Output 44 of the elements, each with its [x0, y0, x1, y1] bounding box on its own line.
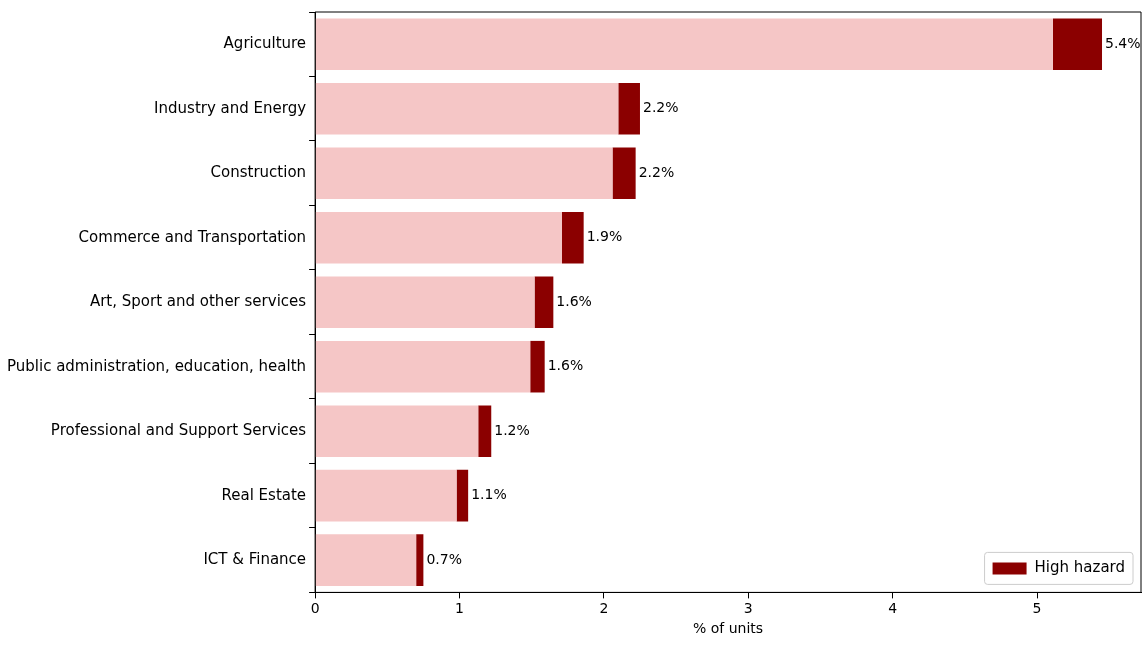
- bar: [618, 82, 640, 135]
- legend-label: High hazard: [1034, 558, 1126, 577]
- y-tick-label: Public administration, education, health: [6, 356, 307, 375]
- bar: [530, 340, 545, 393]
- bar: [416, 534, 424, 586]
- bar: [1052, 18, 1103, 71]
- bar: [315, 276, 535, 328]
- total-label: 1.6%: [547, 357, 584, 374]
- x-axis-title: % of units: [692, 620, 764, 637]
- bar: [315, 469, 457, 522]
- bar: [456, 469, 469, 522]
- bar: [315, 18, 1053, 71]
- x-tick-label: 4: [888, 600, 898, 617]
- bar: [315, 82, 619, 135]
- total-label: 0.7%: [426, 550, 462, 567]
- total-label: 1.1%: [471, 486, 507, 503]
- total-label: 1.2%: [494, 421, 530, 438]
- y-tick-label: Agriculture: [223, 34, 307, 53]
- bar: [315, 211, 562, 264]
- x-tick-label: 1: [455, 600, 464, 617]
- bar: [315, 405, 479, 457]
- bar: [315, 534, 417, 586]
- bar: [315, 147, 613, 200]
- x-tick-label: 0: [310, 600, 320, 617]
- y-tick-label: Construction: [210, 163, 307, 182]
- y-tick-label: Real Estate: [221, 485, 307, 504]
- y-tick-label: Commerce and Transportation: [78, 227, 307, 246]
- y-tick-label: Industry and Energy: [154, 98, 307, 117]
- x-tick-label: 5: [1032, 600, 1042, 617]
- bar: [315, 340, 531, 393]
- y-tick-label: Art, Sport and other services: [89, 292, 307, 311]
- bar: [478, 405, 492, 457]
- x-tick-label: 2: [599, 600, 609, 617]
- x-tick-label: 3: [743, 600, 753, 617]
- y-tick-label: Professional and Support Services: [50, 421, 307, 440]
- total-label: 2.2%: [642, 99, 679, 116]
- total-label: 1.6%: [556, 292, 592, 309]
- y-tick-label: ICT & Finance: [203, 550, 307, 569]
- total-label: 5.4%: [1105, 34, 1141, 51]
- bar: [534, 276, 554, 328]
- bar: [612, 147, 636, 200]
- total-label: 1.9%: [586, 228, 623, 245]
- bar: [562, 211, 584, 264]
- total-label: 2.2%: [638, 163, 675, 180]
